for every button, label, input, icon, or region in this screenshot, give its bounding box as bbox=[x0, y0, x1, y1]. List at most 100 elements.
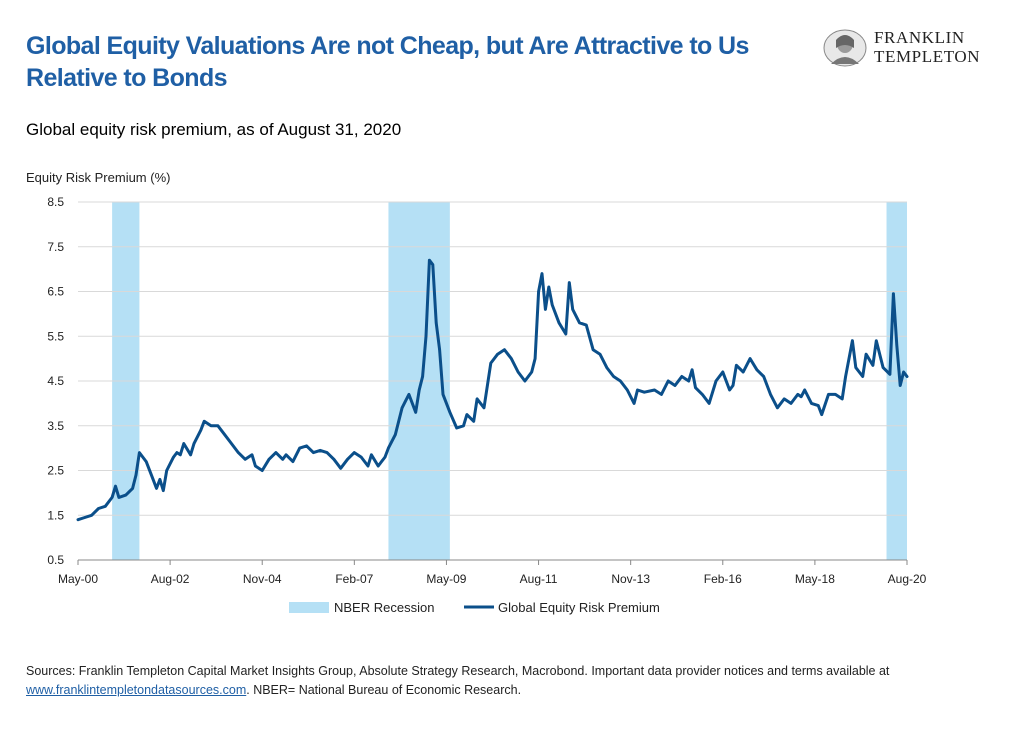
logo-line-2: TEMPLETON bbox=[874, 47, 981, 66]
data-point bbox=[267, 458, 271, 461]
data-point bbox=[261, 469, 264, 472]
data-point bbox=[591, 348, 595, 351]
data-point bbox=[428, 258, 431, 262]
data-point bbox=[551, 303, 554, 307]
chart-subtitle: Global equity risk premium, as of August… bbox=[26, 120, 402, 139]
data-point bbox=[114, 484, 117, 488]
data-point bbox=[151, 478, 155, 481]
data-point bbox=[905, 375, 909, 378]
data-point bbox=[387, 446, 390, 450]
data-point bbox=[895, 344, 898, 347]
data-point bbox=[465, 413, 469, 416]
data-point bbox=[585, 323, 588, 327]
data-point bbox=[782, 397, 786, 401]
data-point bbox=[619, 379, 622, 383]
data-point bbox=[598, 352, 602, 356]
data-point bbox=[104, 505, 107, 508]
data-point bbox=[632, 402, 636, 405]
data-point bbox=[305, 444, 308, 448]
sources-link[interactable]: www.franklintempletondatasources.com bbox=[26, 683, 247, 697]
data-point bbox=[564, 332, 568, 336]
data-point bbox=[475, 397, 479, 401]
data-point bbox=[421, 375, 424, 378]
data-point bbox=[138, 451, 141, 454]
data-point bbox=[134, 473, 138, 477]
y-tick-label: 4.5 bbox=[47, 374, 64, 388]
data-point bbox=[881, 366, 885, 369]
data-point bbox=[441, 393, 445, 396]
data-point bbox=[800, 395, 803, 398]
data-point bbox=[462, 424, 465, 427]
data-point bbox=[547, 285, 550, 289]
data-point bbox=[431, 263, 434, 266]
data-point bbox=[199, 429, 203, 432]
series-layer bbox=[76, 258, 909, 522]
data-point bbox=[605, 366, 608, 369]
data-point bbox=[721, 370, 724, 374]
data-point bbox=[643, 390, 646, 394]
data-point bbox=[687, 379, 690, 383]
logo-line-1: FRANKLIN bbox=[874, 28, 965, 47]
data-point bbox=[533, 357, 537, 360]
data-point bbox=[407, 393, 411, 396]
data-point bbox=[834, 393, 837, 396]
benjamin-franklin-portrait-icon bbox=[823, 29, 867, 67]
data-point bbox=[690, 368, 694, 372]
data-point bbox=[875, 339, 878, 342]
data-point bbox=[871, 364, 875, 367]
data-point bbox=[817, 404, 820, 407]
data-point bbox=[162, 489, 165, 492]
data-point bbox=[742, 370, 745, 374]
data-point bbox=[377, 464, 380, 468]
data-point bbox=[653, 388, 656, 392]
y-axis-ticks: 8.5 7.5 6.5 5.5 4.5 3.5 2.5 1.5 0.5 bbox=[47, 195, 64, 567]
data-point bbox=[145, 460, 148, 463]
data-point bbox=[731, 384, 735, 387]
data-point bbox=[796, 393, 800, 396]
data-point bbox=[714, 379, 718, 383]
data-point bbox=[394, 433, 397, 436]
x-tick-label: Nov-13 bbox=[611, 572, 650, 586]
data-point bbox=[182, 442, 185, 445]
data-point bbox=[346, 458, 349, 461]
data-point bbox=[902, 370, 905, 374]
data-point bbox=[489, 361, 492, 365]
data-point bbox=[165, 469, 168, 472]
data-point bbox=[175, 451, 179, 454]
x-tick-label: May-09 bbox=[426, 572, 466, 586]
data-point bbox=[435, 321, 438, 325]
data-point bbox=[762, 375, 765, 378]
data-point bbox=[254, 464, 257, 468]
data-point bbox=[353, 451, 356, 454]
data-point bbox=[898, 384, 902, 387]
data-point bbox=[404, 399, 407, 403]
data-point bbox=[284, 453, 288, 457]
data-point bbox=[748, 357, 752, 360]
data-point bbox=[366, 464, 370, 468]
data-point bbox=[694, 386, 697, 389]
data-point bbox=[803, 388, 806, 392]
data-point bbox=[673, 384, 677, 387]
data-point bbox=[636, 388, 639, 392]
data-point bbox=[789, 402, 793, 405]
data-point bbox=[626, 388, 629, 392]
data-point bbox=[854, 366, 858, 369]
x-tick-label: Aug-02 bbox=[151, 572, 190, 586]
data-point bbox=[707, 402, 711, 405]
data-point bbox=[660, 393, 663, 396]
data-point bbox=[370, 453, 373, 457]
data-point bbox=[455, 426, 458, 430]
data-point bbox=[155, 487, 158, 490]
data-point bbox=[90, 514, 93, 517]
x-tick-label: May-00 bbox=[58, 572, 98, 586]
data-point bbox=[557, 321, 561, 325]
data-point bbox=[189, 453, 192, 457]
data-point bbox=[158, 478, 162, 481]
legend-label-erp: Global Equity Risk Premium bbox=[498, 600, 660, 615]
y-tick-label: 7.5 bbox=[47, 240, 64, 254]
y-tick-label: 1.5 bbox=[47, 508, 64, 522]
data-point bbox=[827, 393, 830, 396]
data-point bbox=[680, 375, 684, 378]
data-point bbox=[179, 453, 182, 457]
data-point bbox=[192, 442, 196, 445]
